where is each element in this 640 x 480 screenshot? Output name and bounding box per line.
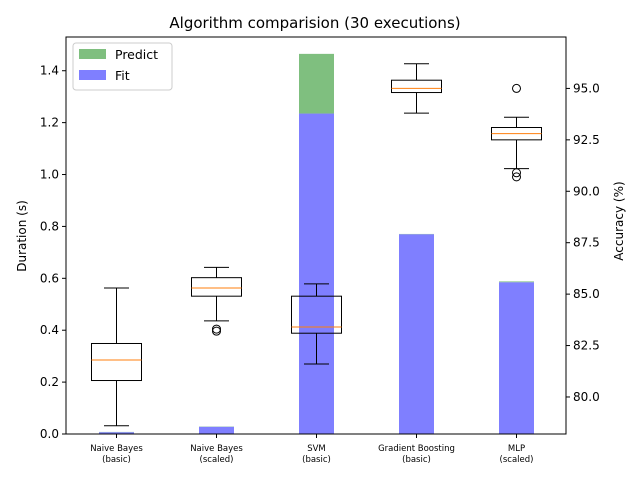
y2-tick-label: 92.5 — [573, 133, 600, 147]
bar-fit — [199, 426, 234, 434]
box-flier — [512, 168, 521, 178]
y-tick-label: 0.4 — [40, 323, 59, 337]
y2-tick-label: 80.0 — [573, 390, 600, 404]
legend-label: Predict — [115, 47, 158, 62]
bar-fit — [499, 282, 534, 434]
x-tick-label: Naive Bayes — [90, 444, 143, 454]
legend-label: Fit — [115, 68, 130, 83]
x-tick-label: (basic) — [402, 455, 431, 465]
bar-fit — [399, 234, 434, 434]
box-iqr — [191, 277, 242, 297]
y2-tick-label: 95.0 — [573, 81, 600, 95]
y2-tick-label: 90.0 — [573, 184, 600, 198]
box-flier — [512, 172, 521, 182]
box-iqr — [91, 342, 142, 382]
x-tick-label: MLP — [508, 444, 525, 454]
y-axis-label: Duration (s) — [15, 200, 29, 272]
x-tick-label: (basic) — [302, 455, 331, 465]
x-tick-label: (basic) — [102, 455, 131, 465]
box-flier — [212, 324, 221, 334]
box-iqr — [291, 295, 342, 334]
y2-axis-label: Accuracy (%) — [612, 181, 626, 260]
bar-predict — [499, 281, 534, 283]
y-tick-label: 1.0 — [40, 168, 59, 182]
bar-fit — [99, 432, 134, 434]
legend: Predict Fit — [72, 42, 173, 91]
box-iqr — [391, 79, 442, 94]
x-tick-label: Gradient Boosting — [378, 444, 455, 454]
y-tick-label: 1.4 — [40, 64, 59, 78]
x-tick-label: SVM — [307, 444, 326, 454]
bars-layer — [99, 53, 534, 435]
y2-tick-label: 82.5 — [573, 339, 600, 353]
y2-tick-label: 85.0 — [573, 287, 600, 301]
bar-fit — [299, 113, 334, 435]
y-tick-label: 0.6 — [40, 271, 59, 285]
y-tick-label: 0.2 — [40, 375, 59, 389]
bar-predict — [299, 53, 334, 114]
x-tick-label: Naive Bayes — [190, 444, 243, 454]
x-tick-label: (scaled) — [500, 455, 534, 465]
legend-swatch — [79, 70, 106, 80]
axes-layer: 0.0 0.2 0.4 0.6 0.8 1.0 1.2 1.4 80.0 82.5 85.0 87.5… — [40, 64, 600, 465]
y2-tick-label: 87.5 — [573, 236, 600, 250]
chart-title: Algorithm comparision (30 executions) — [169, 14, 460, 32]
y-tick-label: 1.2 — [40, 116, 59, 130]
x-tick-label: (scaled) — [200, 455, 234, 465]
y-tick-label: 0.0 — [40, 427, 59, 441]
boxplot-layer — [91, 63, 542, 427]
legend-swatch — [79, 49, 106, 59]
box-flier — [512, 83, 521, 93]
y-tick-label: 0.8 — [40, 219, 59, 233]
box-flier — [212, 326, 221, 336]
